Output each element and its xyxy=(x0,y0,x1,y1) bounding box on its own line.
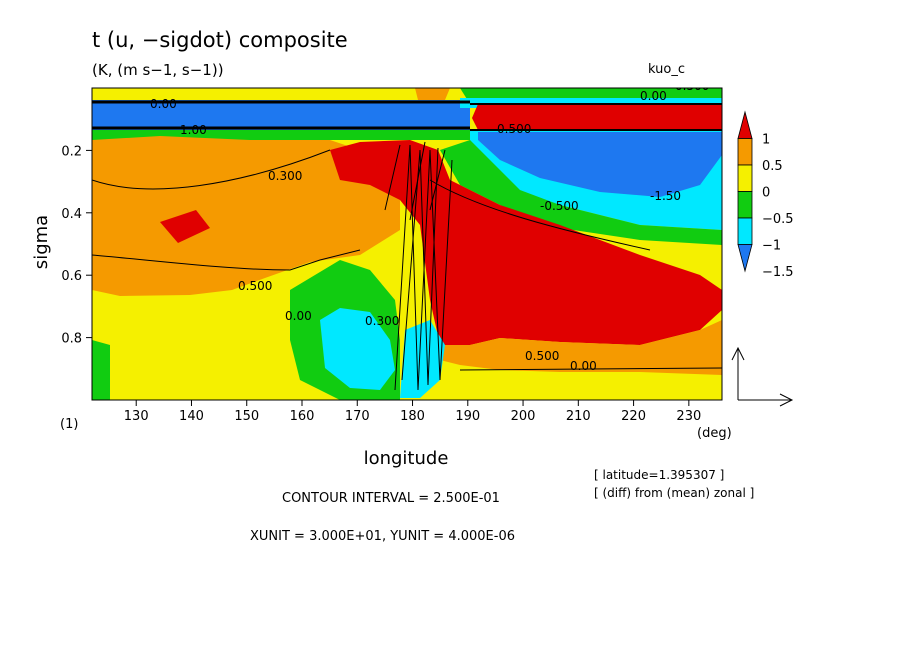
diff-note: [ (diff) from (mean) zonal ] xyxy=(594,486,754,500)
x-tick-label: 170 xyxy=(345,409,370,424)
colorbar-swatch xyxy=(737,217,753,245)
contour-label: 0.300 xyxy=(268,169,302,183)
contour-label: 0.00 xyxy=(285,309,312,323)
contour-label: -1.50 xyxy=(650,189,681,203)
x-unit-label: (deg) xyxy=(697,426,732,441)
chart-units: (K, (m s−1, s−1)) xyxy=(92,61,224,79)
colorbar-label: 1 xyxy=(762,133,770,148)
colorbar-label: 0 xyxy=(762,186,770,201)
y-tick-label: 0.2 xyxy=(61,144,82,159)
y-tick-label: 0.6 xyxy=(61,269,82,284)
x-tick-label: 160 xyxy=(290,409,315,424)
contour-label: 0.500 xyxy=(675,79,709,93)
y-axis-label: sigma xyxy=(31,215,52,269)
colorbar-label: −0.5 xyxy=(762,212,794,227)
y-tick-label: 0.8 xyxy=(61,332,82,347)
contour-label: 0.500 xyxy=(525,349,559,363)
colorbar-label: −1.5 xyxy=(762,265,794,280)
plot-frame xyxy=(91,87,723,401)
contour-label: 0.00 xyxy=(150,97,177,111)
y-unit-label: (1) xyxy=(60,417,78,432)
x-tick-label: 180 xyxy=(400,409,425,424)
x-tick-label: 190 xyxy=(455,409,480,424)
x-tick-label: 200 xyxy=(511,409,536,424)
x-tick-label: 140 xyxy=(179,409,204,424)
colorbar-swatch xyxy=(737,164,753,192)
y-axis: 0.2 0.4 0.6 0.8 xyxy=(61,144,92,347)
colorbar-swatch xyxy=(737,244,753,273)
contour-label: -0.500 xyxy=(540,199,579,213)
x-axis-label: longitude xyxy=(364,448,449,469)
x-tick-label: 230 xyxy=(676,409,701,424)
x-tick-label: 220 xyxy=(621,409,646,424)
contour-label: 1.00 xyxy=(180,123,207,137)
contour-interval: CONTOUR INTERVAL = 2.500E-01 xyxy=(282,491,500,506)
contour-label: 0.500 xyxy=(238,279,272,293)
colorbar-label: −1 xyxy=(762,239,781,254)
colorbar: 1 0.5 0 −0.5 −1 −1.5 xyxy=(737,110,794,280)
x-tick-label: 150 xyxy=(234,409,259,424)
y-tick-label: 0.4 xyxy=(61,207,82,222)
x-axis: 130 140 150 160 170 180 190 200 210 220 230 xyxy=(124,400,701,424)
contour-label: 0.500 xyxy=(497,122,531,136)
contour-label: 0.300 xyxy=(365,314,399,328)
x-tick-label: 130 xyxy=(124,409,149,424)
chart-tag: kuo_c xyxy=(648,62,685,77)
colorbar-label: 0.5 xyxy=(762,159,783,174)
colorbar-swatch xyxy=(737,110,753,139)
contour-label: 0.00 xyxy=(570,359,597,373)
vector-reference xyxy=(731,346,794,407)
x-tick-label: 210 xyxy=(566,409,591,424)
colorbar-swatch xyxy=(737,191,753,219)
colorbar-swatch xyxy=(737,138,753,166)
unit-line: XUNIT = 3.000E+01, YUNIT = 4.000E-06 xyxy=(250,529,515,544)
contour-label: 0.00 xyxy=(640,89,667,103)
latitude-note: [ latitude=1.395307 ] xyxy=(594,468,724,482)
chart-title: t (u, −sigdot) composite xyxy=(92,28,348,52)
